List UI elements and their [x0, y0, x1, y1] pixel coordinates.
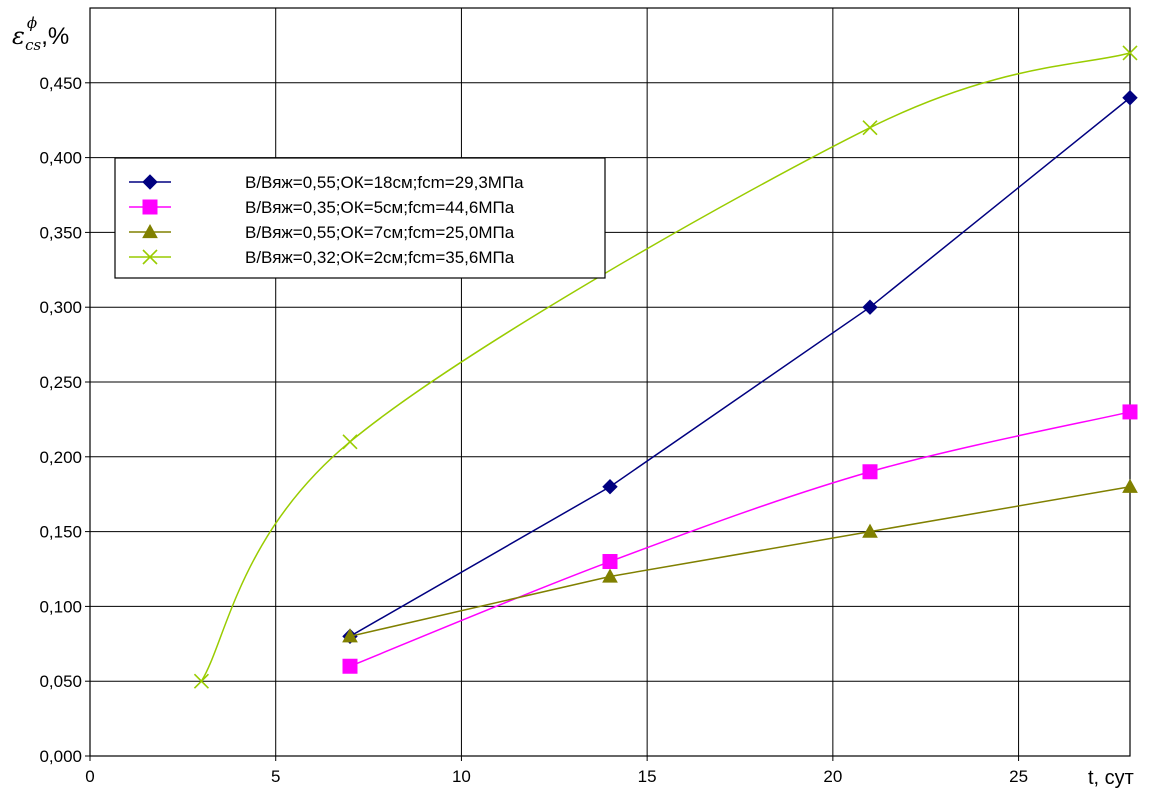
- x-axis-label: t, сут: [1088, 767, 1134, 789]
- x-tick-label: 10: [452, 767, 471, 786]
- legend-entry: В/Вяж=0,32;ОК=2см;fcm=35,6МПа: [129, 248, 515, 267]
- series-3: [342, 478, 1138, 643]
- data-point: [1122, 90, 1138, 106]
- axes: [85, 7, 1131, 761]
- series-line: [349, 485, 1131, 638]
- data-point: [862, 120, 878, 136]
- data-point: [1122, 404, 1138, 420]
- data-point: [602, 479, 618, 495]
- y-axis-label: ε ϕ cs,%: [12, 14, 69, 54]
- legend-marker: [142, 199, 158, 215]
- series: [193, 45, 1138, 689]
- legend-label: В/Вяж=0,35;ОК=5см;fcm=44,6МПа: [245, 198, 515, 217]
- data-point: [862, 299, 878, 315]
- y-tick-label: 0,200: [39, 448, 82, 467]
- plot-frame: [89, 7, 1131, 757]
- x-tick-label: 15: [638, 767, 657, 786]
- y-tick-label: 0,300: [39, 298, 82, 317]
- series-line: [349, 411, 1131, 667]
- y-axis-label-symbol: ε: [12, 22, 25, 50]
- y-tick-label: 0,400: [39, 149, 82, 168]
- series-1: [342, 90, 1138, 645]
- legend-label: В/Вяж=0,55;ОК=18см;fcm=29,3МПа: [245, 173, 524, 192]
- series-2: [342, 404, 1138, 674]
- data-point: [193, 673, 209, 689]
- legend-label: В/Вяж=0,32;ОК=2см;fcm=35,6МПа: [245, 248, 515, 267]
- y-tick-label: 0,250: [39, 373, 82, 392]
- tick-labels: 0 5 10 15 20 25 0,000 0,050 0,100 0,150 0,200 0,250…: [39, 74, 1028, 786]
- legend-entry: В/Вяж=0,35;ОК=5см;fcm=44,6МПа: [129, 198, 515, 217]
- legend-entry: В/Вяж=0,55;ОК=7см;fcm=25,0МПа: [129, 223, 515, 242]
- legend-marker: [142, 249, 158, 265]
- data-point: [342, 434, 358, 450]
- x-tick-label: 5: [271, 767, 280, 786]
- series-line: [349, 97, 1131, 637]
- legend-marker: [142, 223, 158, 239]
- data-point: [862, 523, 878, 538]
- x-tick-label: 25: [1009, 767, 1028, 786]
- x-tick-label: 20: [823, 767, 842, 786]
- x-tick-label: 0: [85, 767, 94, 786]
- y-tick-label: 0,100: [39, 597, 82, 616]
- y-axis-label-superscript: ϕ: [27, 14, 37, 32]
- legend-entry: В/Вяж=0,55;ОК=18см;fcm=29,3МПа: [129, 173, 524, 192]
- series-line: [200, 52, 1131, 682]
- y-tick-label: 0,450: [39, 74, 82, 93]
- series-4: [193, 45, 1138, 689]
- y-tick-label: 0,000: [39, 747, 82, 766]
- y-tick-label: 0,050: [39, 672, 82, 691]
- data-point: [602, 554, 618, 570]
- data-point: [342, 658, 358, 674]
- data-point: [1122, 478, 1138, 493]
- legend-box: [114, 157, 606, 279]
- data-point: [862, 464, 878, 480]
- data-point: [342, 628, 358, 643]
- y-tick-label: 0,350: [39, 223, 82, 242]
- legend: В/Вяж=0,55;ОК=18см;fcm=29,3МПа В/Вяж=0,35…: [114, 157, 606, 279]
- y-axis-label-subscript: cs: [25, 36, 41, 54]
- legend-label: В/Вяж=0,55;ОК=7см;fcm=25,0МПа: [245, 223, 515, 242]
- data-point: [1122, 45, 1138, 61]
- legend-marker: [142, 174, 158, 190]
- y-tick-label: 0,150: [39, 523, 82, 542]
- y-axis-label-suffix: ,%: [41, 23, 69, 50]
- grid: [90, 8, 1130, 756]
- data-point: [602, 568, 618, 583]
